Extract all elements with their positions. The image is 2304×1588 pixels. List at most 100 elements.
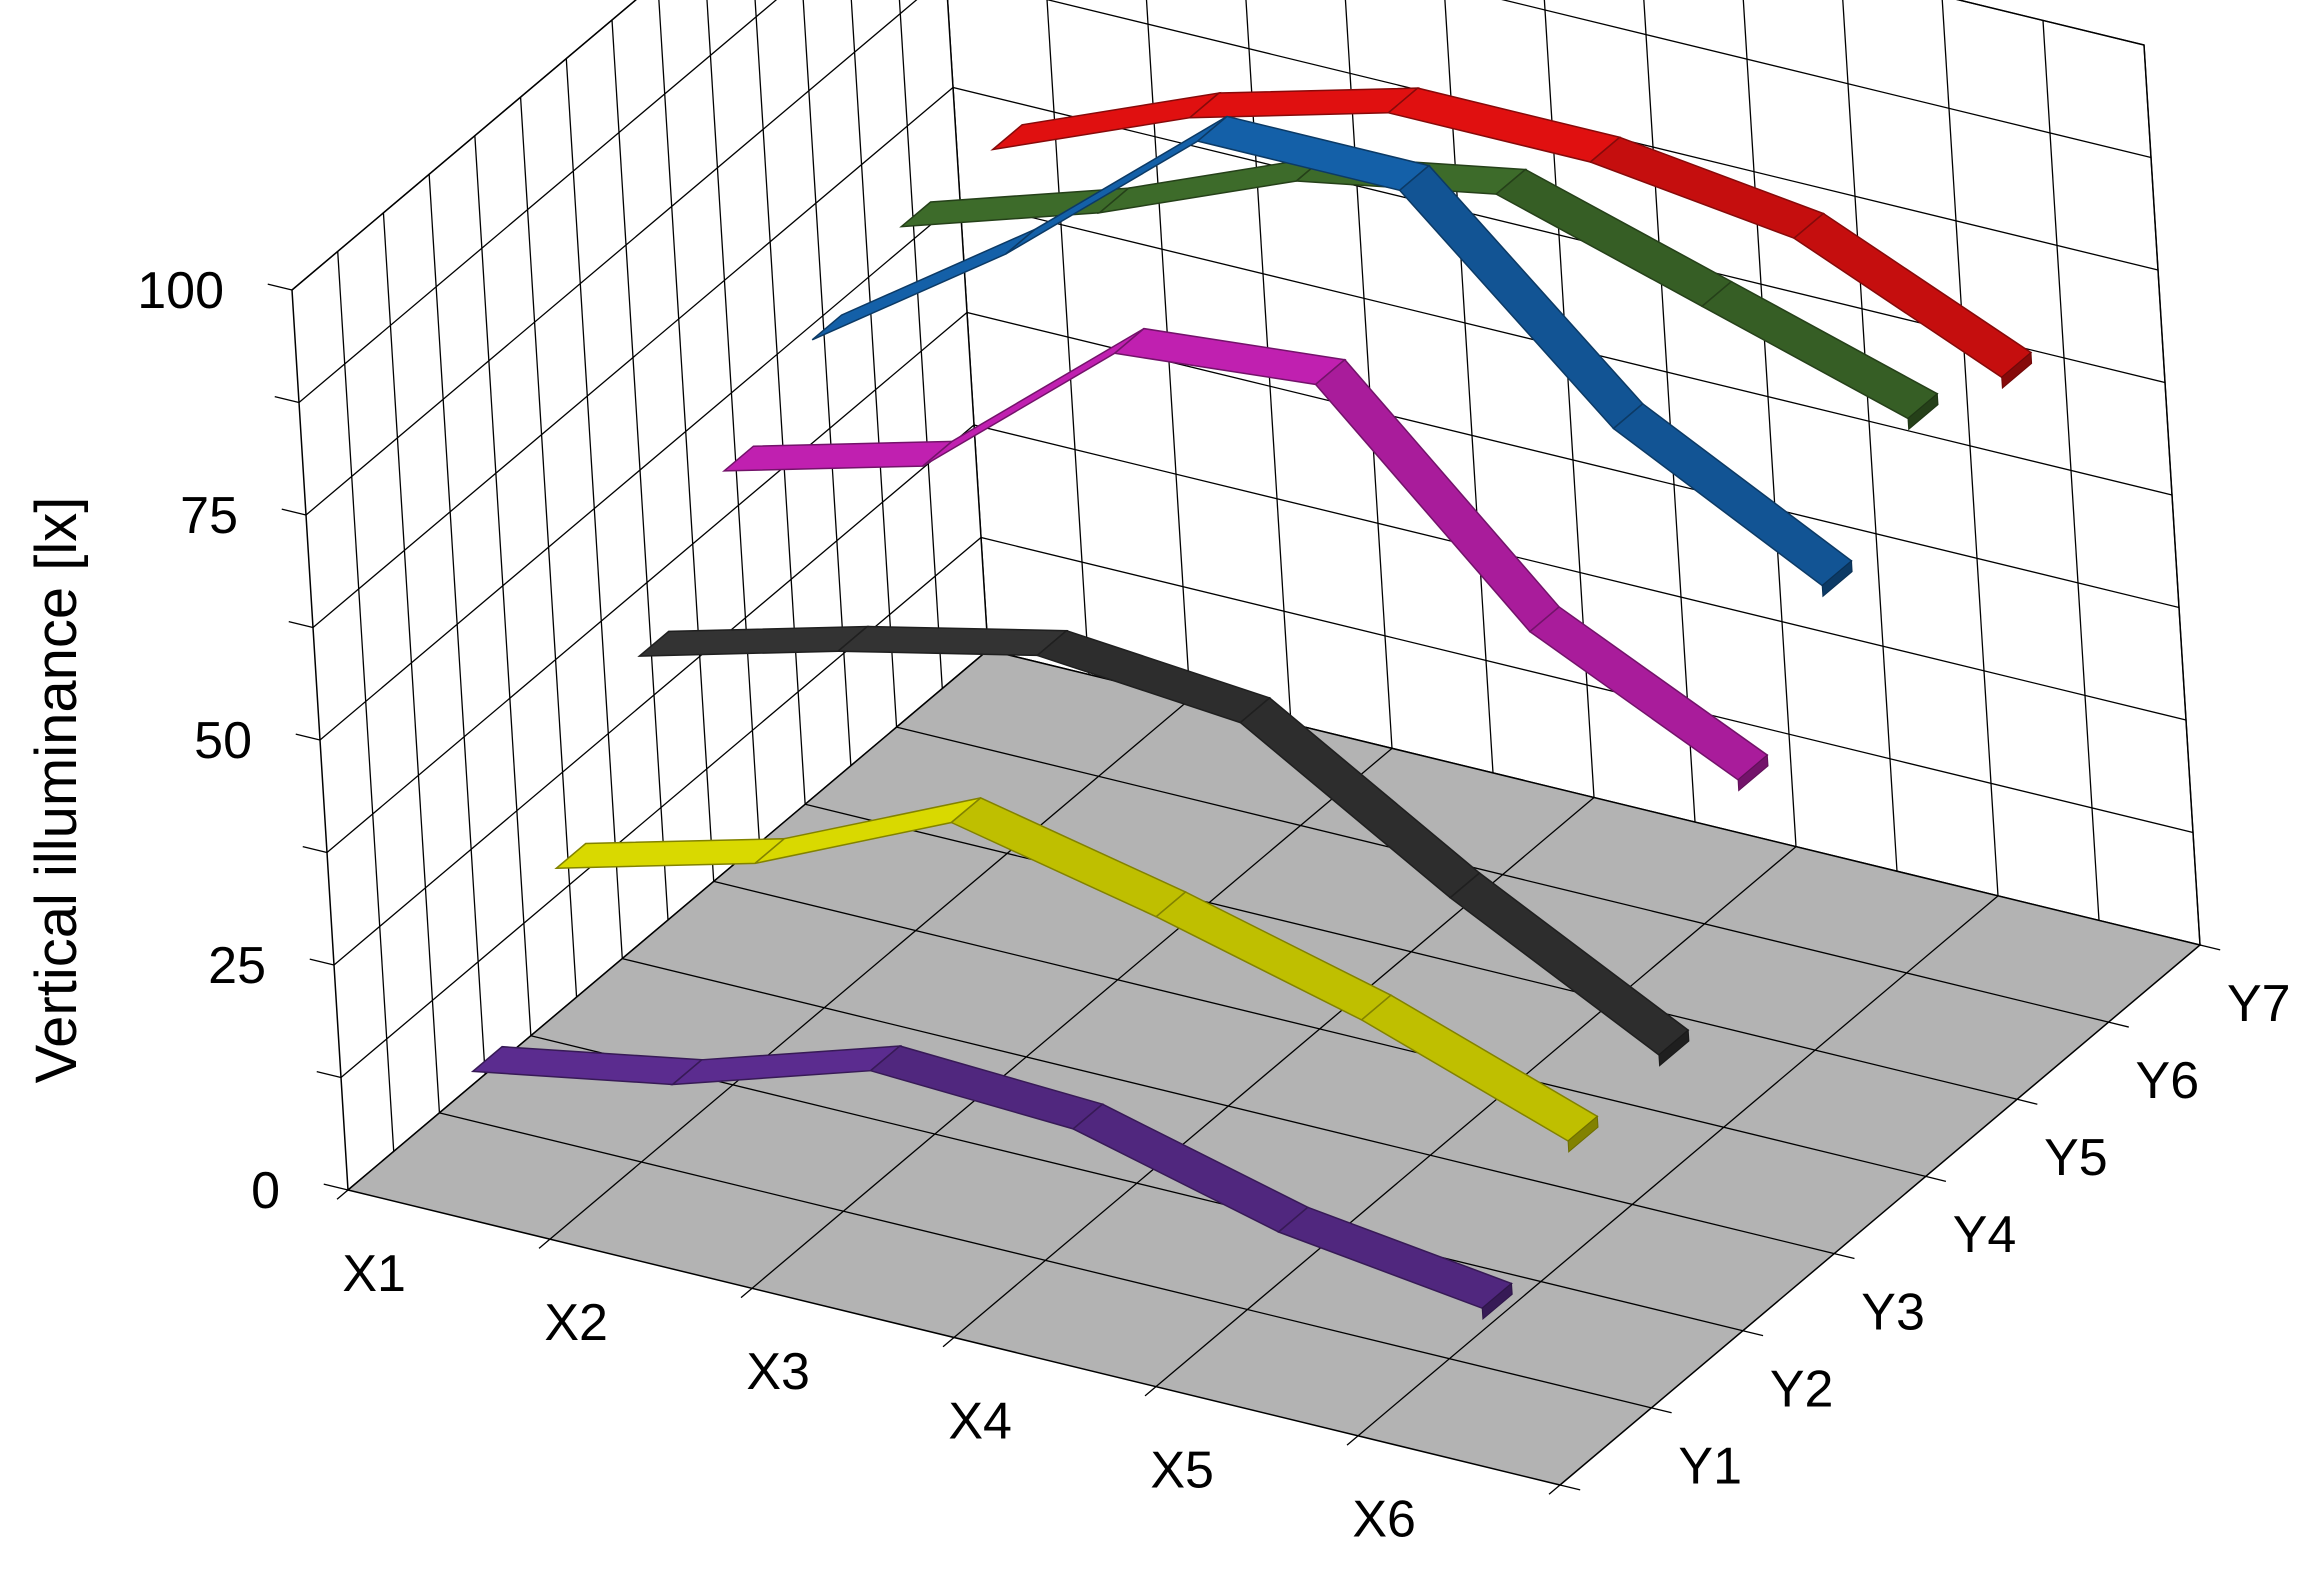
series-Y3 (637, 625, 1690, 1067)
ribbon-cap-Y4 (1737, 754, 1769, 792)
ribbon-cap-Y3 (1658, 1029, 1690, 1067)
y-axis-tick (2016, 1098, 2038, 1105)
y-axis-tick (2199, 944, 2221, 951)
side-wall-gridline (611, 19, 669, 921)
back-wall-gridline (1941, 0, 1999, 896)
y-axis-tick (1742, 1330, 1764, 1337)
floor-gridline-y (439, 1112, 1652, 1409)
series-Y7 (990, 87, 2033, 390)
series-Y1 (470, 1045, 1513, 1321)
floor-gridline-y (530, 1035, 1744, 1332)
side-wall-gridline (754, 0, 806, 805)
z-axis-tick (295, 733, 321, 741)
back-wall-gridline (1643, 0, 1696, 823)
z-axis-tick (274, 395, 300, 404)
z-tick-label: 75 (180, 487, 238, 545)
y-axis-tick (1834, 1252, 1855, 1260)
z-axis-title: Vertical illuminance [lx] (24, 497, 89, 1084)
z-gridline (291, 0, 2145, 291)
z-tick-label: 0 (251, 1162, 280, 1220)
back-wall-gridline (1742, 0, 1797, 847)
z-tick-label: 25 (208, 937, 266, 995)
x-tick-label: X2 (544, 1294, 608, 1352)
ribbon-cap-Y5 (1821, 559, 1853, 598)
back-wall-gridline (1245, 0, 1292, 724)
y-axis-tick (1925, 1175, 1947, 1182)
back-wall-gridline (2042, 20, 2100, 921)
ribbon-segment-Y3-X2 (836, 625, 1069, 657)
side-wall-gridline (898, 0, 943, 689)
x-axis-tick (1346, 1435, 1359, 1446)
back-wall-gridline (1145, 0, 1191, 700)
y-tick-label: Y3 (1861, 1283, 1925, 1341)
side-wall-gridline (850, 0, 898, 728)
ribbon-segment-Y2-X1 (554, 837, 787, 870)
y-tick-label: Y6 (2136, 1052, 2200, 1110)
z-axis-tick (267, 283, 293, 291)
side-wall-gridline (474, 135, 532, 1036)
y-axis-tick (1651, 1407, 1672, 1414)
y-tick-label: Y4 (1953, 1206, 2017, 1264)
back-wall-gridline (1046, 0, 1090, 675)
floor-gridline-y (804, 803, 2018, 1100)
ribbon-segment-Y3-X1 (637, 625, 870, 657)
y-tick-label: Y1 (1678, 1438, 1742, 1496)
z-axis-tick (316, 1070, 342, 1079)
side-wall-gridline (337, 251, 395, 1152)
back-wall-gridline (1444, 0, 1494, 773)
x-tick-label: X1 (342, 1245, 406, 1303)
z-axis-tick (323, 1183, 349, 1191)
z-axis-tick (281, 508, 307, 516)
chart-labels: 0 25 50 75 100 X1 X2 X3 X4 X5 X6 Y1 Y2 Y3 Y4 Y5 Y6 Y7 (137, 262, 2290, 1549)
back-wall-gridline (1842, 0, 1898, 872)
x-axis-tick (538, 1238, 551, 1249)
series-Y5 (811, 115, 1853, 598)
ribbon-segment-Y7-X2 (1187, 87, 1420, 119)
x-axis-tick (942, 1337, 955, 1348)
side-wall-gridline (382, 212, 441, 1113)
z-axis-tick (288, 620, 314, 629)
ribbon-cap-Y6 (1907, 392, 1939, 431)
floor-gridline-x (1155, 846, 1797, 1388)
y-axis-tick (2108, 1021, 2129, 1028)
z-axis-tick (302, 845, 328, 854)
floor-gridline-y (896, 726, 2109, 1023)
side-wall-gridline (565, 58, 623, 959)
floor-gridline-y (622, 957, 1835, 1255)
ribbon-cap-Y7 (2001, 351, 2033, 390)
ribbon-segment-Y4-X1 (721, 440, 955, 472)
side-wall-gridline (428, 174, 486, 1075)
series-Y4 (721, 327, 1769, 792)
x-axis-tick (1144, 1386, 1157, 1397)
chart-series (470, 87, 2033, 1321)
back-wall-gridline (1344, 0, 1393, 749)
x-tick-label: X3 (746, 1343, 810, 1401)
chart-floor (267, 283, 2221, 1495)
ribbon-cap-Y1 (1481, 1282, 1513, 1321)
y-tick-label: Y5 (2044, 1129, 2108, 1187)
floor-gridline-x (549, 698, 1191, 1240)
y-tick-label: Y2 (1770, 1360, 1834, 1418)
x-axis-tick (740, 1287, 753, 1299)
side-wall-gridline (706, 0, 761, 843)
x-axis-tick (1548, 1484, 1561, 1495)
x-tick-label: X4 (948, 1392, 1012, 1450)
floor-gridline-x (1357, 895, 1999, 1437)
x-tick-label: X6 (1352, 1491, 1416, 1549)
floor-gridline-y (713, 880, 1926, 1178)
x-tick-label: X5 (1150, 1442, 1214, 1500)
y-tick-label: Y7 (2227, 975, 2291, 1033)
floor-gridline-x (751, 747, 1393, 1289)
z-tick-label: 50 (194, 712, 252, 770)
side-wall-gridline (658, 0, 715, 882)
series-Y2 (554, 797, 1599, 1153)
x-axis-tick (336, 1189, 349, 1200)
z-axis-tick (309, 958, 335, 966)
ribbon-cap-Y2 (1567, 1115, 1599, 1153)
side-wall-gridline (802, 0, 852, 766)
y-axis-tick (1559, 1484, 1581, 1491)
back-wall-gridline (2143, 44, 2201, 946)
side-wall-gridline (519, 97, 578, 998)
